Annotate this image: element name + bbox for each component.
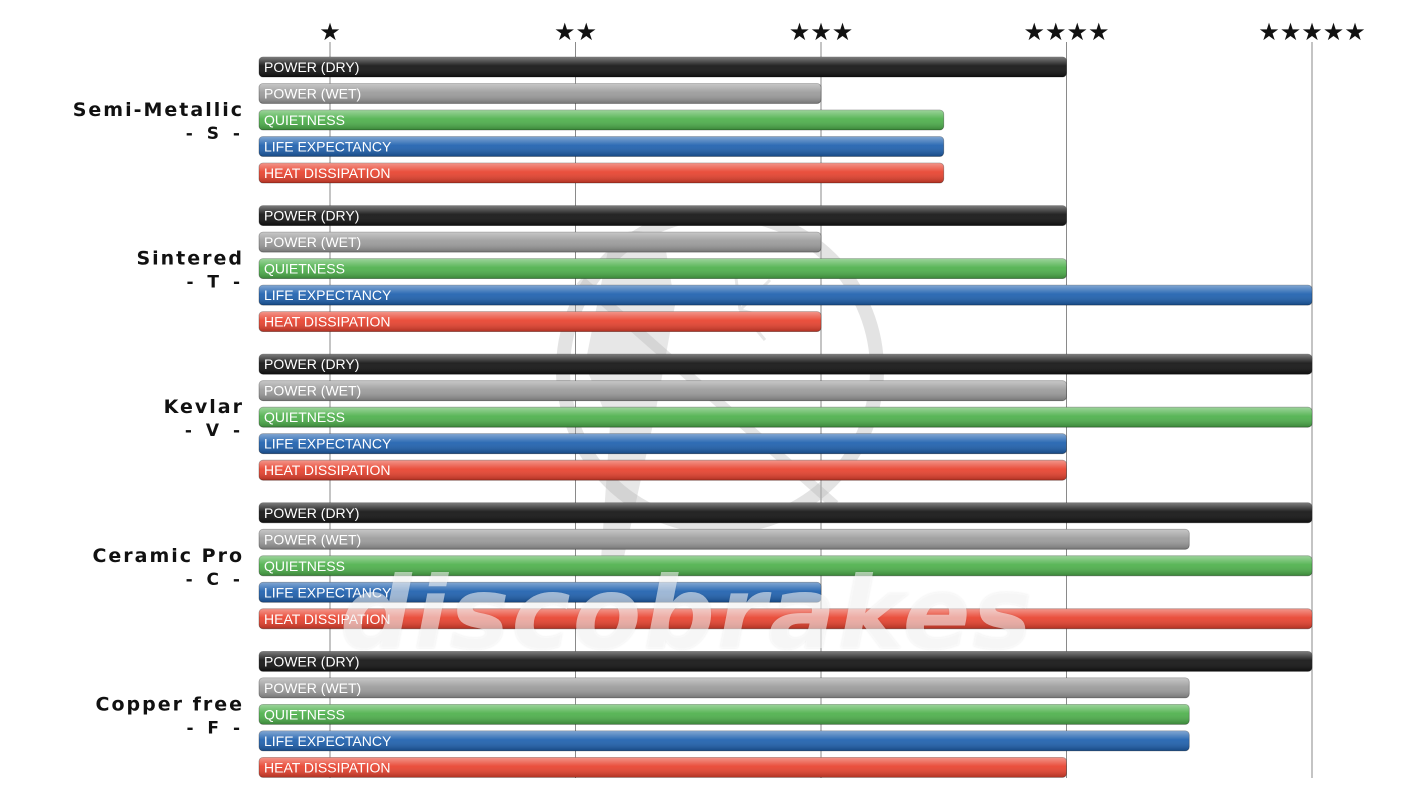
- bar-gloss: [259, 407, 1312, 428]
- bar-metric-label: LIFE EXPECTANCY: [264, 733, 392, 749]
- group-name-label: Copper free: [96, 693, 244, 715]
- watermark-figure: [585, 231, 675, 575]
- bar-gloss: [259, 757, 1067, 778]
- bar-gloss: [259, 502, 1312, 523]
- group-name-label: Ceramic Pro: [92, 545, 244, 567]
- x-tick-label: ★★★★★: [1258, 18, 1366, 46]
- bar-metric-label: POWER (DRY): [264, 505, 359, 521]
- bar-metric-label: POWER (WET): [264, 680, 361, 696]
- bar-gloss: [259, 205, 1067, 226]
- bar-gloss: [259, 258, 1067, 279]
- bar-metric-label: LIFE EXPECTANCY: [264, 139, 392, 155]
- bar-gloss: [259, 136, 944, 157]
- bar-gloss: [259, 232, 821, 253]
- group-code-label: - S -: [186, 124, 244, 144]
- bar-gloss: [259, 677, 1190, 698]
- bar-gloss: [259, 311, 821, 332]
- bar-gloss: [259, 57, 1067, 77]
- bar-metric-label: LIFE EXPECTANCY: [264, 436, 392, 452]
- bar-gloss: [259, 110, 944, 130]
- group-name-label: Kevlar: [164, 396, 244, 418]
- bar-gloss: [259, 460, 1067, 481]
- bar-metric-label: POWER (DRY): [264, 59, 359, 75]
- bar-metric-label: POWER (DRY): [264, 208, 359, 224]
- bars: [258, 56, 1313, 778]
- group-code-label: - C -: [186, 570, 244, 590]
- bar-metric-label: QUIETNESS: [264, 409, 345, 425]
- bar-metric-label: POWER (DRY): [264, 356, 359, 372]
- bar-gloss: [259, 163, 944, 183]
- group-code-label: - V -: [185, 421, 244, 441]
- bar-metric-label: QUIETNESS: [264, 261, 345, 277]
- group-name-label: Sintered: [136, 248, 244, 270]
- bar-gloss: [259, 285, 1312, 306]
- group-code-label: - F -: [186, 718, 244, 738]
- bar-gloss: [259, 555, 1312, 576]
- bar-gloss: [259, 83, 821, 104]
- x-tick-label: ★★★★: [1023, 18, 1109, 46]
- bar-metric-label: LIFE EXPECTANCY: [264, 584, 392, 600]
- bar-metric-label: QUIETNESS: [264, 558, 345, 574]
- bar-gloss: [259, 608, 1312, 629]
- bar-metric-label: POWER (DRY): [264, 653, 359, 669]
- bar-metric-label: QUIETNESS: [264, 706, 345, 722]
- bar-metric-label: HEAT DISSIPATION: [264, 759, 391, 775]
- bar-metric-label: LIFE EXPECTANCY: [264, 287, 392, 303]
- bar-gloss: [259, 730, 1190, 751]
- labels: ★ ★★ ★★★ ★★★★ ★★★★★POWER (DRY)POWER (WET)QUI…: [73, 18, 1366, 775]
- bar-gloss: [259, 651, 1312, 672]
- x-tick-label: ★★★: [789, 18, 854, 46]
- bar-gloss: [259, 380, 1067, 401]
- bar-metric-label: HEAT DISSIPATION: [264, 462, 391, 478]
- x-tick-label: ★: [319, 18, 341, 46]
- bar-metric-label: POWER (WET): [264, 234, 361, 250]
- bar-metric-label: HEAT DISSIPATION: [264, 165, 391, 181]
- bar-gloss: [259, 704, 1190, 725]
- group-code-label: - T -: [186, 273, 244, 293]
- bar-metric-label: POWER (WET): [264, 531, 361, 547]
- bar-metric-label: HEAT DISSIPATION: [264, 314, 391, 330]
- x-tick-label: ★★: [554, 18, 597, 46]
- bar-metric-label: POWER (WET): [264, 86, 361, 102]
- bar-gloss: [259, 582, 821, 603]
- bar-gloss: [259, 529, 1190, 550]
- bar-gloss: [259, 433, 1067, 454]
- bar-metric-label: HEAT DISSIPATION: [264, 611, 391, 627]
- bar-gloss: [259, 354, 1312, 375]
- bar-metric-label: POWER (WET): [264, 383, 361, 399]
- bar-metric-label: QUIETNESS: [264, 112, 345, 128]
- group-name-label: Semi-Metallic: [73, 99, 244, 121]
